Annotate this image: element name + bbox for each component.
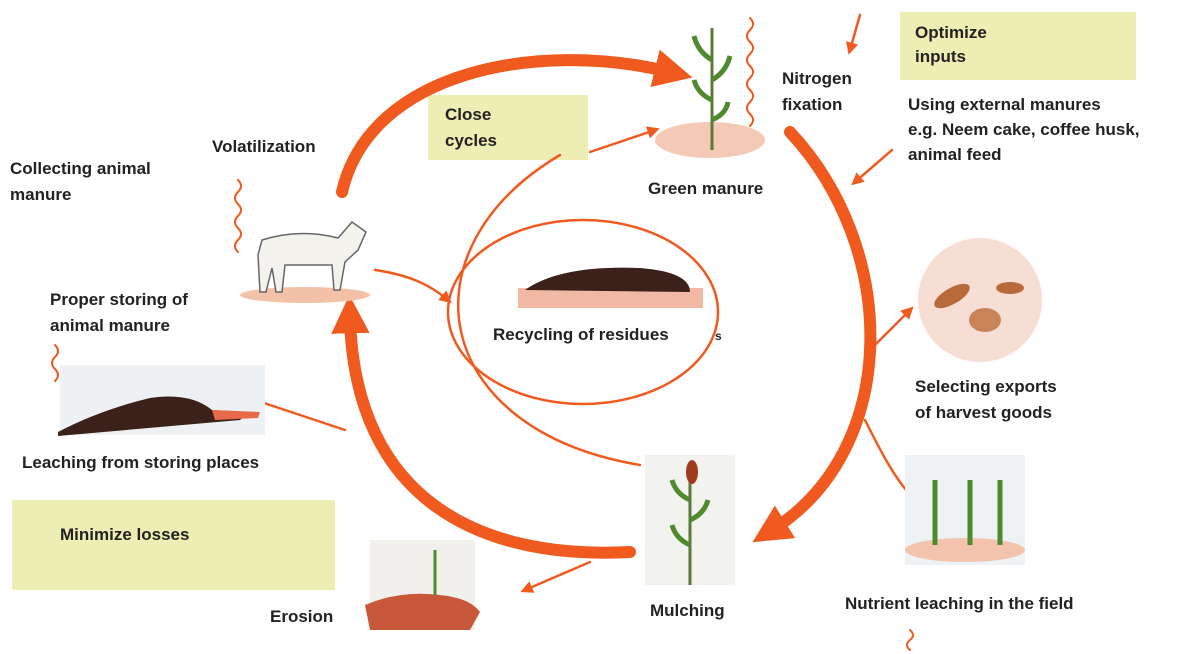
box (12, 500, 335, 590)
box-title: cycles (445, 131, 497, 150)
label: Volatilization (212, 137, 316, 156)
cycle-ellipse (448, 220, 718, 404)
arrow (458, 155, 640, 465)
potato-illustration (918, 238, 1042, 362)
plant-illustration (655, 28, 765, 158)
arrow (375, 270, 448, 300)
storing-illustration (58, 365, 265, 436)
label: Selecting exports (915, 377, 1057, 396)
squiggle (235, 180, 241, 252)
label: e.g. Neem cake, coffee husk, (908, 120, 1140, 139)
box-title: Minimize losses (60, 525, 189, 544)
label: Collecting animal (10, 159, 151, 178)
label: manure (10, 185, 71, 204)
label: Recycling of residues (493, 325, 669, 344)
arrow (525, 562, 590, 590)
arrow (850, 15, 860, 50)
big-arrow (350, 318, 630, 553)
label: Proper storing of (50, 290, 188, 309)
label: Nitrogen (782, 69, 852, 88)
label: animal manure (50, 316, 170, 335)
label: Erosion (270, 607, 333, 626)
arrow (855, 150, 892, 182)
squiggle (907, 630, 913, 650)
arrow (590, 130, 655, 152)
label: animal feed (908, 145, 1002, 164)
arrow (255, 400, 345, 430)
residue-illustration (518, 268, 703, 308)
label: s (715, 329, 722, 343)
label: fixation (782, 95, 842, 114)
box-title: Optimize (915, 23, 987, 42)
field-illustration (905, 455, 1025, 565)
box-title: inputs (915, 47, 966, 66)
big-arrow (772, 132, 870, 530)
erosion-illustration (365, 540, 480, 630)
label: Mulching (650, 601, 725, 620)
diagram: Optimize inputs Close cycles Minimize lo… (0, 0, 1193, 654)
box-title: Close (445, 105, 491, 124)
label: Green manure (648, 179, 763, 198)
squiggle (52, 345, 58, 381)
mulching-illustration (645, 455, 735, 585)
label: Nutrient leaching in the field (845, 594, 1074, 613)
label: Leaching from storing places (22, 453, 259, 472)
label: of harvest goods (915, 403, 1052, 422)
cow-illustration (240, 222, 370, 303)
label: Using external manures (908, 95, 1101, 114)
squiggle (747, 18, 753, 126)
